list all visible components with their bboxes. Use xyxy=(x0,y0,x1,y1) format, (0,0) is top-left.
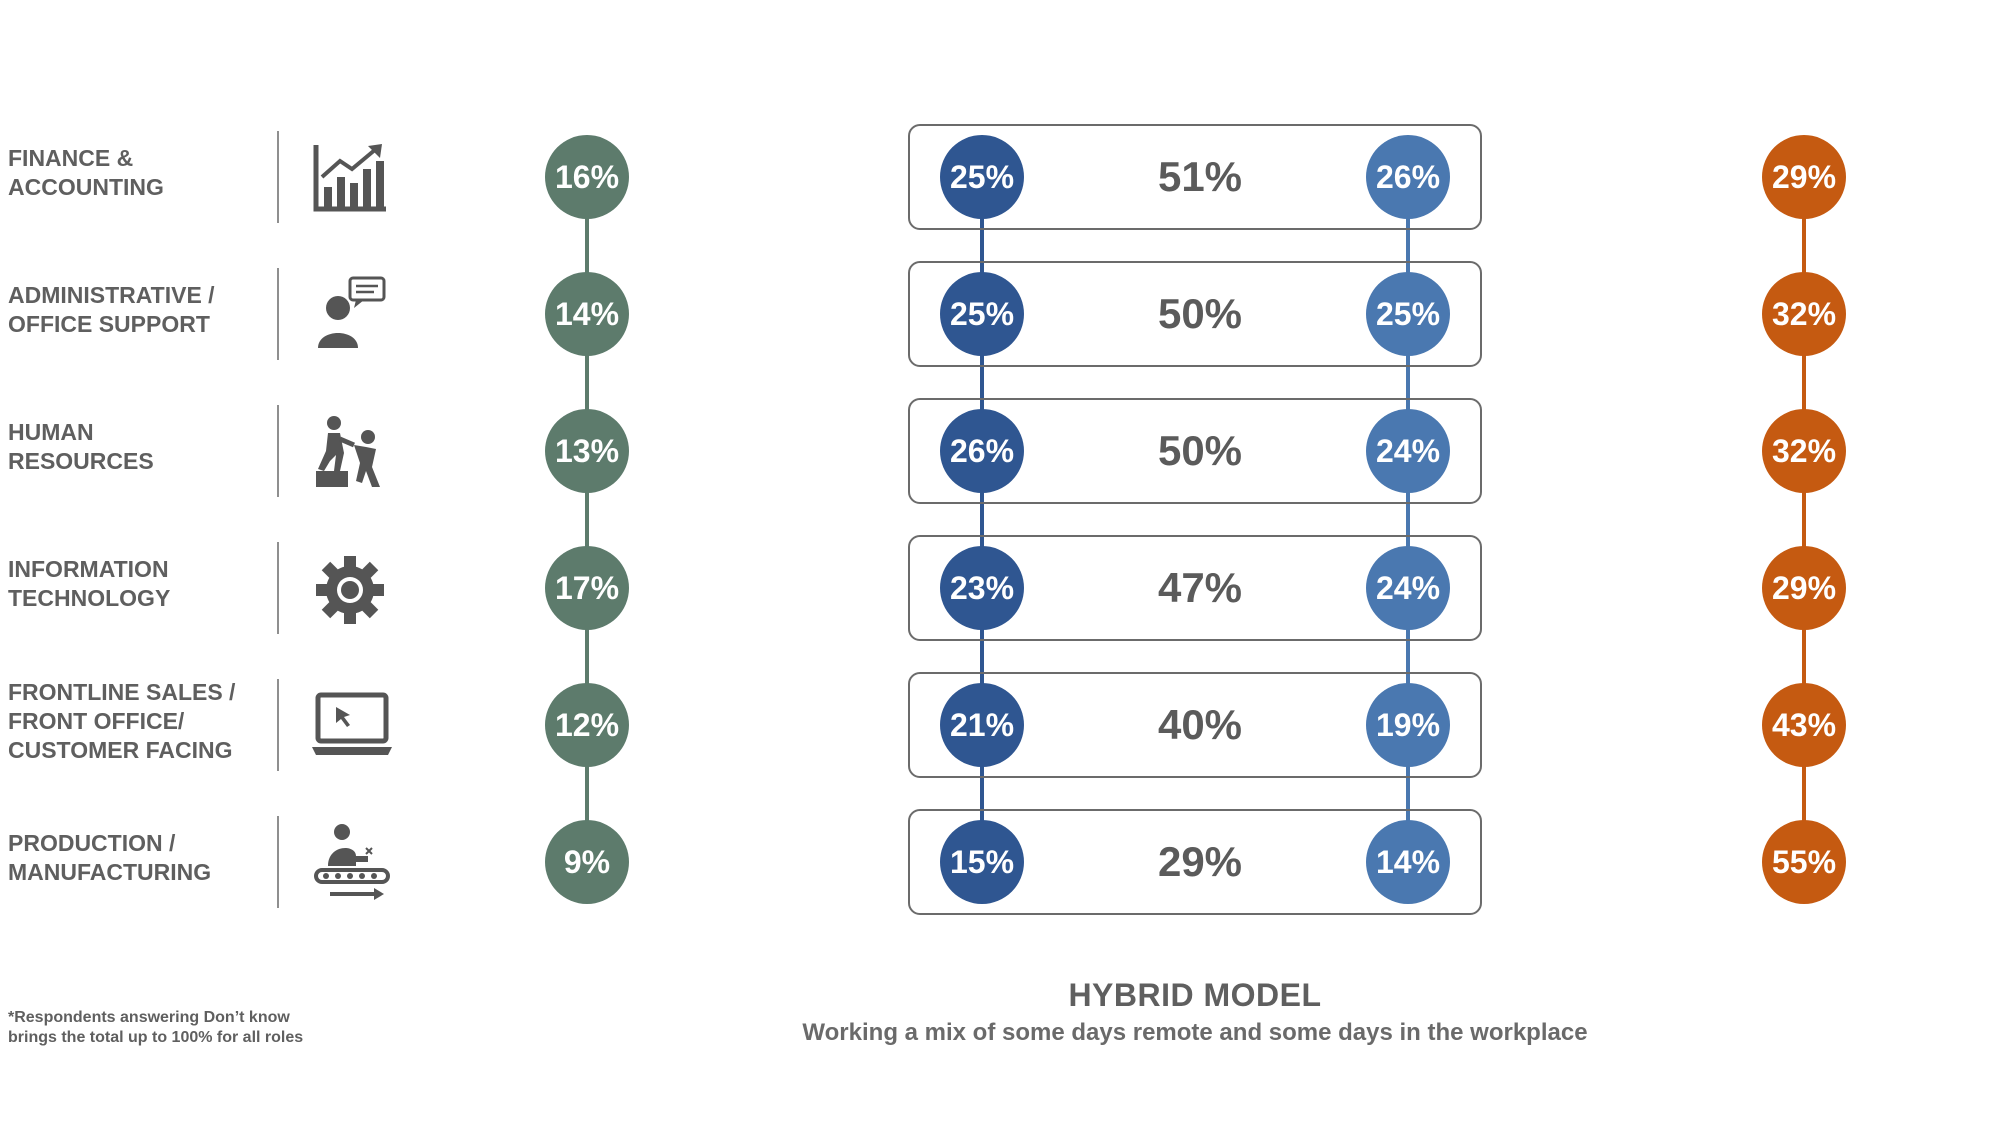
value-dot-remote-all: 16% xyxy=(545,135,629,219)
conveyor-worker-icon xyxy=(310,822,390,902)
row-divider xyxy=(277,131,279,223)
value-dot-remote-all: 14% xyxy=(545,272,629,356)
hybrid-row-box xyxy=(908,124,1482,230)
value-dot-remote-all: 12% xyxy=(545,683,629,767)
value-dot-workplace: 32% xyxy=(1762,272,1846,356)
hybrid-total-value: 47% xyxy=(1157,564,1243,611)
connector-line-three-plus xyxy=(1406,177,1410,862)
hybrid-row-box xyxy=(908,261,1482,367)
row-label: PRODUCTION / MANUFACTURING xyxy=(8,830,212,885)
row-label: ADMINISTRATIVE / OFFICE SUPPORT xyxy=(8,282,215,337)
connector-line-two-plus xyxy=(980,177,984,862)
row-divider xyxy=(277,542,279,634)
row-label: FINANCE & ACCOUNTING xyxy=(8,145,164,200)
row-divider xyxy=(277,405,279,497)
laptop-cursor-icon xyxy=(310,685,392,765)
value-dot-workplace: 29% xyxy=(1762,135,1846,219)
person-speech-icon xyxy=(310,274,390,354)
gear-icon xyxy=(310,548,390,628)
value-dot-three-plus: 25% xyxy=(1366,272,1450,356)
hybrid-model-title: HYBRID MODEL xyxy=(1068,977,1322,1013)
value-dot-two-plus: 15% xyxy=(940,820,1024,904)
row-label: HUMAN RESOURCES xyxy=(8,419,154,474)
hybrid-row-box xyxy=(908,672,1482,778)
value-dot-remote-all: 9% xyxy=(545,820,629,904)
value-dot-two-plus: 25% xyxy=(940,272,1024,356)
value-dot-workplace: 32% xyxy=(1762,409,1846,493)
hybrid-total-value: 29% xyxy=(1157,838,1243,885)
value-dot-two-plus: 21% xyxy=(940,683,1024,767)
value-dot-three-plus: 19% xyxy=(1366,683,1450,767)
header-remote-all: WORK REMOTELY / FROM HOME ALL OF THE TIM… xyxy=(458,40,716,88)
row-label: FRONTLINE SALES / FRONT OFFICE/ CUSTOMER… xyxy=(8,678,236,763)
value-dot-two-plus: 25% xyxy=(940,135,1024,219)
header-workplace: WORK IN THE WORKPLACE ALL THE TIME xyxy=(1667,40,1943,88)
value-dot-two-plus: 26% xyxy=(940,409,1024,493)
value-dot-workplace: 29% xyxy=(1762,546,1846,630)
row-label: INFORMATION TECHNOLOGY xyxy=(8,556,171,611)
connector-line-remote-all xyxy=(585,177,589,862)
hybrid-total-value: 40% xyxy=(1157,701,1243,748)
value-dot-three-plus: 24% xyxy=(1366,546,1450,630)
hybrid-row-box xyxy=(908,398,1482,504)
rising-chart-icon xyxy=(310,137,390,217)
value-dot-workplace: 55% xyxy=(1762,820,1846,904)
value-dot-remote-all: 17% xyxy=(545,546,629,630)
value-dot-remote-all: 13% xyxy=(545,409,629,493)
value-dot-three-plus: 14% xyxy=(1366,820,1450,904)
hybrid-model-subtitle: Working a mix of some days remote and so… xyxy=(802,1019,1588,1046)
row-divider xyxy=(277,816,279,908)
helping-hand-icon xyxy=(310,411,390,491)
footnote: *Respondents answering Don’t know brings… xyxy=(8,1009,304,1046)
hybrid-row-box xyxy=(908,809,1482,915)
value-dot-three-plus: 24% xyxy=(1366,409,1450,493)
row-divider xyxy=(277,679,279,771)
hybrid-total-value: 50% xyxy=(1157,290,1243,337)
hybrid-total-value: 51% xyxy=(1157,153,1243,200)
row-divider xyxy=(277,268,279,360)
hybrid-total-value: 50% xyxy=(1157,427,1243,474)
connector-line-workplace xyxy=(1802,177,1806,862)
hybrid-row-box xyxy=(908,535,1482,641)
header-three-plus: WORK REMOTELY / FROM HOME THREE OR MORE … xyxy=(1246,40,1571,88)
value-dot-two-plus: 23% xyxy=(940,546,1024,630)
value-dot-workplace: 43% xyxy=(1762,683,1846,767)
value-dot-three-plus: 26% xyxy=(1366,135,1450,219)
header-two-plus: WORK REMOTELY / FROM HOME TWO OR MORE DA… xyxy=(820,40,1145,88)
